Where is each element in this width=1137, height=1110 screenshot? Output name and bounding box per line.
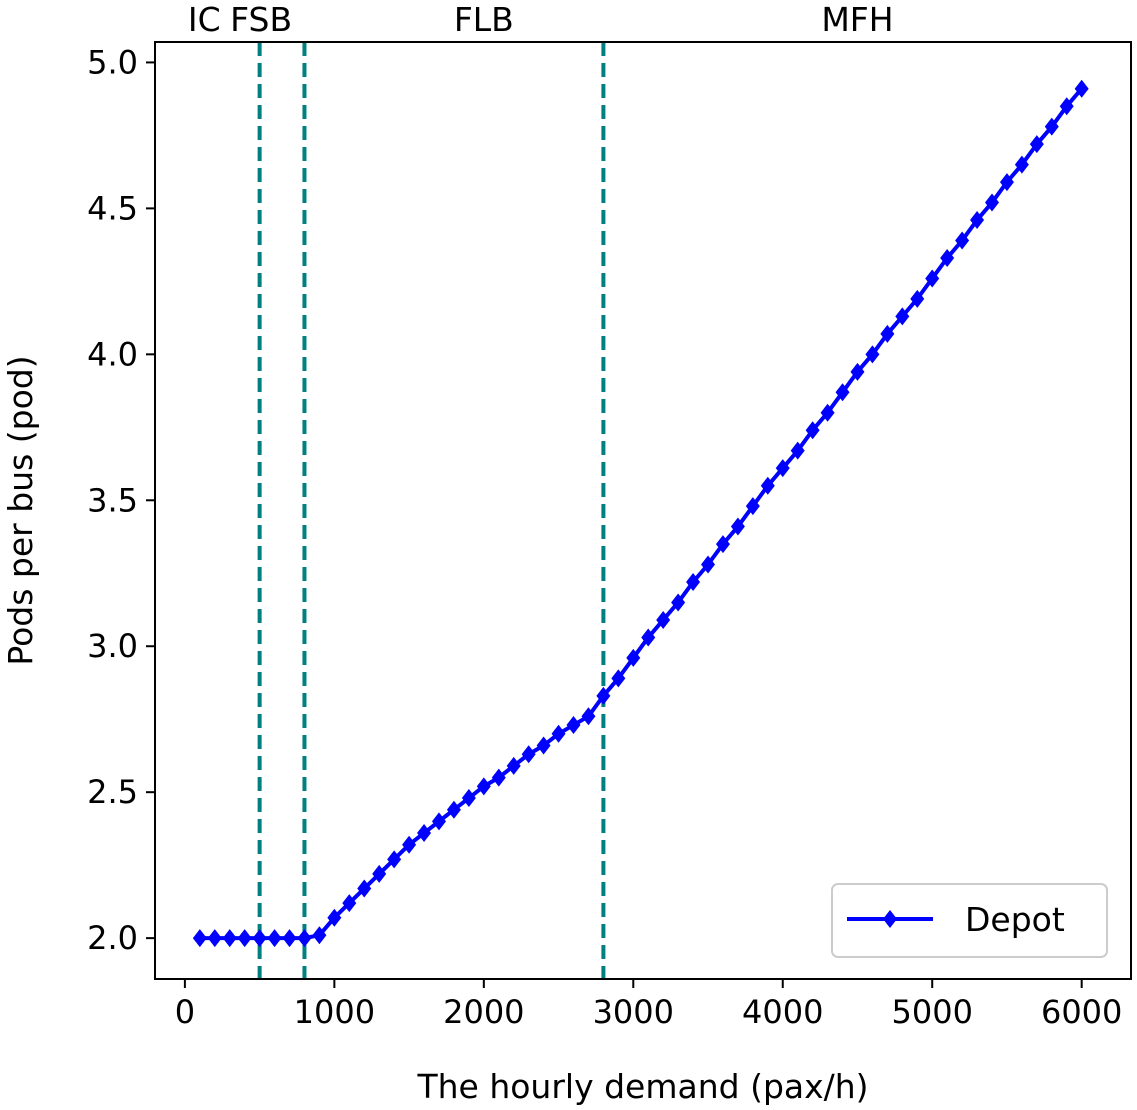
- legend: Depot: [831, 883, 1108, 958]
- region-dividers: [257, 42, 606, 979]
- data-point: [476, 777, 491, 796]
- plot-area-frame: [154, 41, 1132, 980]
- y-tick-label: 4.5: [87, 189, 138, 227]
- y-tick-label: 5.0: [87, 43, 138, 81]
- region-label-flb: FLB: [454, 0, 514, 39]
- data-point: [865, 345, 880, 364]
- data-point: [192, 929, 207, 948]
- y-axis: 2.0 2.5 3.0 3.5 4.0 4.5 5.0: [87, 43, 155, 957]
- data-point: [820, 403, 835, 422]
- data-point: [312, 926, 327, 945]
- x-tick-label: 6000: [1041, 993, 1122, 1031]
- data-point: [626, 648, 641, 667]
- data-point: [222, 929, 237, 948]
- data-point: [656, 610, 671, 629]
- data-point: [611, 669, 626, 688]
- data-point: [327, 908, 342, 927]
- y-tick-label: 3.0: [87, 627, 138, 665]
- x-tick-label: 4000: [742, 993, 823, 1031]
- data-point: [805, 421, 820, 440]
- data-point: [297, 929, 312, 948]
- data-point: [686, 573, 701, 592]
- data-point: [431, 812, 446, 831]
- data-point: [745, 497, 760, 516]
- y-axis-title: Pods per bus (pod): [1, 355, 40, 665]
- data-point: [955, 231, 970, 250]
- y-tick-label: 2.0: [87, 919, 138, 957]
- data-point: [850, 362, 865, 381]
- region-labels: IC FSB FLB MFH: [188, 0, 894, 39]
- data-point: [506, 756, 521, 775]
- data-point: [790, 441, 805, 460]
- data-point: [835, 383, 850, 402]
- legend-diamond-marker: [883, 910, 897, 928]
- data-point: [521, 745, 536, 764]
- data-point: [701, 555, 716, 574]
- data-point: [970, 211, 985, 230]
- data-point: [940, 249, 955, 268]
- y-tick-label: 4.0: [87, 335, 138, 373]
- data-point: [357, 879, 372, 898]
- data-point: [925, 269, 940, 288]
- region-label-mfh: MFH: [821, 0, 893, 39]
- legend-box: [831, 883, 1108, 958]
- data-point: [775, 459, 790, 478]
- data-point: [1044, 117, 1059, 136]
- y-tick-label: 2.5: [87, 773, 138, 811]
- data-point: [237, 929, 252, 948]
- data-point: [566, 716, 581, 735]
- data-point: [880, 324, 895, 343]
- data-point: [252, 929, 267, 948]
- data-point: [461, 789, 476, 808]
- x-tick-label: 3000: [593, 993, 674, 1031]
- x-tick-label: 2000: [443, 993, 524, 1031]
- data-point: [671, 593, 686, 612]
- data-point: [999, 173, 1014, 192]
- x-tick-label: 5000: [891, 993, 972, 1031]
- data-point: [282, 929, 297, 948]
- series-layer: [192, 79, 1089, 948]
- x-axis-title: The hourly demand (pax/h): [416, 1067, 868, 1106]
- data-point: [551, 724, 566, 743]
- data-point: [1059, 97, 1074, 116]
- data-point: [581, 707, 596, 726]
- data-point: [760, 476, 775, 495]
- legend-label-depot: Depot: [965, 900, 1065, 939]
- data-point: [984, 193, 999, 212]
- x-tick-label: 0: [175, 993, 195, 1031]
- data-point: [342, 894, 357, 913]
- data-point: [417, 824, 432, 843]
- data-point: [536, 736, 551, 755]
- data-point: [267, 929, 282, 948]
- data-point: [895, 307, 910, 326]
- series-line-depot: [199, 87, 1084, 941]
- data-point: [730, 517, 745, 536]
- data-point: [715, 535, 730, 554]
- data-point: [641, 628, 656, 647]
- data-point: [402, 835, 417, 854]
- data-point: [207, 929, 222, 948]
- data-point: [491, 768, 506, 787]
- data-point: [1029, 135, 1044, 154]
- x-tick-label: 1000: [294, 993, 375, 1031]
- data-point: [446, 800, 461, 819]
- y-tick-label: 3.5: [87, 481, 138, 519]
- data-point: [1014, 155, 1029, 174]
- region-label-ic: IC: [188, 0, 221, 39]
- data-point: [1074, 79, 1089, 98]
- region-label-fsb: FSB: [230, 0, 292, 39]
- data-point: [387, 850, 402, 869]
- data-point: [910, 289, 925, 308]
- x-axis: 0 1000 2000 3000 4000 5000 6000: [175, 979, 1122, 1031]
- data-point: [372, 864, 387, 883]
- data-point: [596, 686, 611, 705]
